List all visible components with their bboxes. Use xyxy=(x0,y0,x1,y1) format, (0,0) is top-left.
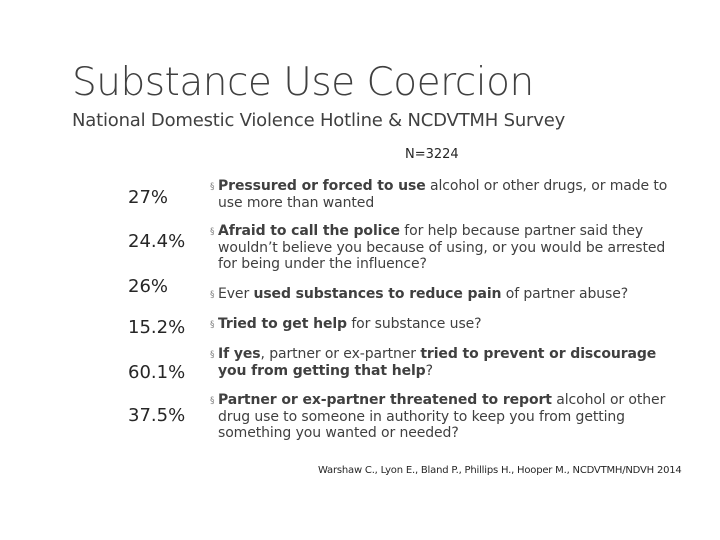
item-bold-text: Partner or ex-partner threatened to repo… xyxy=(218,392,552,408)
list-item: § Tried to get help for substance use? xyxy=(210,316,678,333)
percent-afraid-police: 24.4% xyxy=(128,231,186,252)
citation: Warshaw C., Lyon E., Bland P., Phillips … xyxy=(318,465,682,476)
bullet-marker: § xyxy=(210,396,215,406)
item-text: for help because partner said they would… xyxy=(218,223,666,272)
item-bold-text: tried to prevent or discourage you from … xyxy=(218,346,657,379)
item-text: of partner abuse? xyxy=(501,286,629,302)
sample-size: N=3224 xyxy=(405,147,459,162)
bullet-marker: § xyxy=(210,290,215,300)
item-bold-text: used substances to reduce pain xyxy=(253,286,502,302)
bullet-marker: § xyxy=(210,182,215,192)
item-text: Ever xyxy=(218,286,254,302)
list-item: § Afraid to call the police for help beca… xyxy=(210,223,678,272)
percent-reduce-pain: 26% xyxy=(128,276,169,297)
list-item: § Partner or ex-partner threatened to rep… xyxy=(210,392,678,441)
item-text: for substance use? xyxy=(346,316,482,332)
item-bold-text: Tried to get help xyxy=(218,316,347,332)
item-text: alcohol or other drugs, or made to use m… xyxy=(218,178,668,211)
item-text: , partner or ex-partner xyxy=(260,346,421,362)
bullet-marker: § xyxy=(210,227,215,237)
item-bold-text: If yes xyxy=(218,346,261,362)
bullet-marker: § xyxy=(210,320,215,330)
percent-pressured: 27% xyxy=(128,187,169,208)
percent-threatened-report: 37.5% xyxy=(128,405,186,426)
list-item: § If yes, partner or ex-partner tried to … xyxy=(210,346,678,379)
list-item: § Ever used substances to reduce pain of … xyxy=(210,286,678,303)
item-bold-text: Afraid to call the police xyxy=(218,223,400,239)
item-bold-text: Pressured or forced to use xyxy=(218,178,426,194)
slide-subtitle: National Domestic Violence Hotline & NCD… xyxy=(72,110,566,131)
percent-prevent-help: 60.1% xyxy=(128,362,186,383)
item-text: alcohol or other drug use to someone in … xyxy=(218,392,666,441)
list-item: § Pressured or forced to use alcohol or o… xyxy=(210,178,678,211)
bullet-marker: § xyxy=(210,350,215,360)
percent-tried-help: 15.2% xyxy=(128,317,186,338)
slide-title: Substance Use Coercion xyxy=(72,60,534,105)
item-text: ? xyxy=(425,363,433,379)
